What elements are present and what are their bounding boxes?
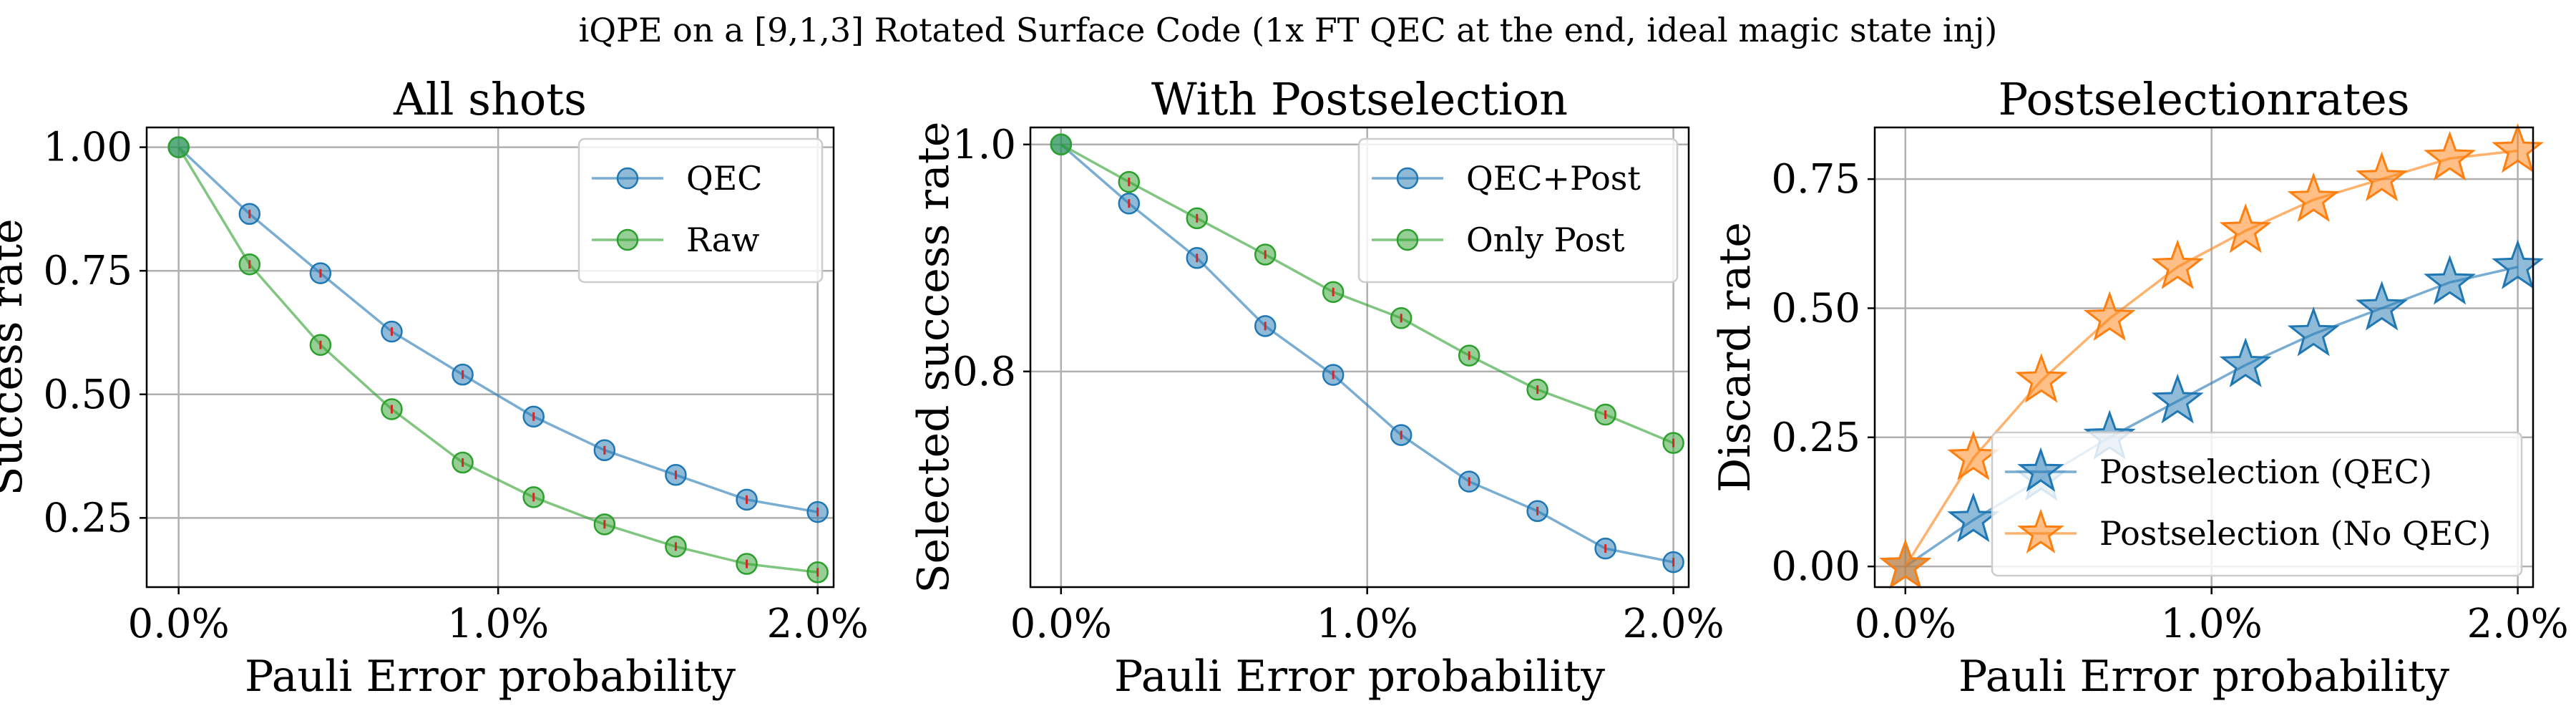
legend-marker bbox=[1396, 228, 1419, 251]
legend: QEC+Post Only Post bbox=[1357, 137, 1679, 284]
data-point bbox=[2356, 151, 2409, 202]
legend-label: Raw bbox=[686, 221, 760, 259]
y-tick-label: 0.25 bbox=[1771, 415, 1860, 461]
y-axis-label: Selected success rate bbox=[909, 122, 959, 594]
x-tick-label: 2.0% bbox=[767, 601, 869, 647]
legend-marker bbox=[2017, 508, 2064, 554]
y-tick-label: 0.50 bbox=[43, 372, 132, 418]
data-point bbox=[2151, 373, 2204, 424]
series-line bbox=[1060, 143, 1674, 445]
subplot-3: 0.0% 1.0% 2.0% 0.00 0.25 0.50 0.75 Postselectio… bbox=[1710, 73, 2569, 702]
data-point bbox=[1947, 492, 2000, 543]
x-axis-label: Pauli Error probability bbox=[1114, 652, 1605, 702]
subplot-title: All shots bbox=[393, 73, 587, 125]
series-line bbox=[177, 146, 818, 574]
data-point bbox=[1050, 133, 1073, 156]
legend-label: Postselection (No QEC) bbox=[2099, 514, 2492, 553]
legend: QEC Raw bbox=[577, 137, 824, 284]
y-tick-label: 0.50 bbox=[1771, 285, 1860, 332]
y-tick-label: 1.00 bbox=[43, 125, 132, 171]
x-tick-label: 0.0% bbox=[1010, 601, 1112, 647]
y-axis-label: Discard rate bbox=[1710, 222, 1760, 493]
subplots: 0.0% 1.0% 2.0% 0.25 0.50 0.75 1.00 All shots Pau… bbox=[0, 73, 2569, 702]
series-raw bbox=[167, 136, 829, 584]
data-point bbox=[1879, 538, 1932, 589]
y-tick-label: 1.0 bbox=[952, 122, 1016, 168]
legend-box bbox=[577, 137, 824, 284]
y-axis-label: Success rate bbox=[0, 218, 32, 495]
y-tick-label: 0.8 bbox=[952, 349, 1016, 395]
subplot-1: 0.0% 1.0% 2.0% 0.25 0.50 0.75 1.00 All shots Pau… bbox=[0, 73, 869, 702]
legend-marker bbox=[616, 167, 639, 190]
series-line bbox=[177, 146, 819, 513]
subplot-2: 0.0% 1.0% 2.0% 0.8 1.0 With Postselection Paul… bbox=[909, 73, 1724, 702]
data-point bbox=[2287, 306, 2340, 357]
legend-label: QEC bbox=[686, 159, 763, 198]
series-postselection-no-qec bbox=[1879, 123, 2545, 589]
x-tick-label: 2.0% bbox=[1622, 601, 1724, 647]
x-tick-label: 0.0% bbox=[128, 601, 230, 647]
series-qec bbox=[167, 136, 829, 523]
x-tick-label: 2.0% bbox=[2467, 601, 2568, 647]
data-point bbox=[2219, 337, 2272, 387]
data-point bbox=[167, 136, 190, 158]
x-tick-label: 1.0% bbox=[447, 601, 549, 647]
x-tick-label: 0.0% bbox=[1855, 601, 1956, 647]
x-tick-label: 1.0% bbox=[2161, 601, 2263, 647]
axes-frame bbox=[1029, 126, 1690, 589]
data-point bbox=[2356, 281, 2409, 331]
y-tick-label: 0.00 bbox=[1771, 543, 1860, 590]
legend-box bbox=[1991, 431, 2523, 577]
data-point bbox=[2015, 353, 2068, 403]
series-qec-post bbox=[1050, 133, 1684, 574]
subplot-title: Postselectionrates bbox=[1998, 73, 2409, 125]
y-tick-label: 0.75 bbox=[43, 248, 132, 294]
data-point bbox=[2492, 239, 2545, 289]
series-line bbox=[1060, 143, 1674, 563]
data-point bbox=[1947, 430, 2000, 480]
legend: Postselection (QEC) Postselection (No QEC… bbox=[1991, 431, 2523, 577]
data-point bbox=[2151, 239, 2204, 289]
y-tick-label: 0.75 bbox=[1771, 156, 1860, 203]
legend-label: QEC+Post bbox=[1466, 159, 1641, 198]
y-tick-label: 0.25 bbox=[43, 495, 132, 541]
data-point bbox=[2287, 172, 2340, 223]
x-axis-label: Pauli Error probability bbox=[245, 652, 736, 702]
legend-label: Postselection (QEC) bbox=[2099, 453, 2432, 491]
legend-marker bbox=[2017, 447, 2064, 493]
data-point bbox=[2492, 123, 2545, 173]
data-point bbox=[2083, 291, 2136, 341]
legend-box bbox=[1357, 137, 1679, 284]
data-point bbox=[2219, 203, 2272, 253]
legend-marker bbox=[1396, 167, 1419, 190]
x-tick-label: 1.0% bbox=[1317, 601, 1418, 647]
subplot-title: With Postselection bbox=[1151, 73, 1568, 125]
axes-frame bbox=[145, 126, 835, 589]
legend-marker bbox=[616, 228, 639, 251]
axes-frame bbox=[1873, 126, 2534, 589]
data-point bbox=[2424, 130, 2477, 181]
series-only-post bbox=[1050, 133, 1684, 454]
series-line bbox=[1904, 149, 2518, 568]
figure-suptitle: iQPE on a [9,1,3] Rotated Surface Code (… bbox=[579, 11, 1998, 49]
x-axis-label: Pauli Error probability bbox=[1958, 652, 2449, 702]
legend-label: Only Post bbox=[1466, 221, 1625, 259]
data-point bbox=[2424, 254, 2477, 305]
